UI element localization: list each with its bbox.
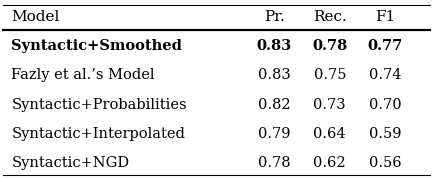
Text: Rec.: Rec. xyxy=(313,10,347,24)
Text: 0.59: 0.59 xyxy=(369,127,401,141)
Text: 0.83: 0.83 xyxy=(258,68,291,82)
Text: 0.74: 0.74 xyxy=(369,68,401,82)
Text: Fazly et al.’s Model: Fazly et al.’s Model xyxy=(11,68,155,82)
Text: 0.62: 0.62 xyxy=(313,156,346,170)
Text: 0.56: 0.56 xyxy=(369,156,402,170)
Text: Pr.: Pr. xyxy=(264,10,284,24)
Text: 0.70: 0.70 xyxy=(369,98,402,112)
Text: Syntactic+Probabilities: Syntactic+Probabilities xyxy=(11,98,187,112)
Text: Syntactic+NGD: Syntactic+NGD xyxy=(11,156,129,170)
Text: Syntactic+Interpolated: Syntactic+Interpolated xyxy=(11,127,185,141)
Text: 0.82: 0.82 xyxy=(258,98,291,112)
Text: 0.83: 0.83 xyxy=(257,39,292,53)
Text: 0.79: 0.79 xyxy=(258,127,291,141)
Text: 0.73: 0.73 xyxy=(313,98,346,112)
Text: 0.78: 0.78 xyxy=(258,156,291,170)
Text: 0.77: 0.77 xyxy=(368,39,403,53)
Text: Model: Model xyxy=(11,10,60,24)
Text: 0.64: 0.64 xyxy=(313,127,346,141)
Text: F1: F1 xyxy=(375,10,395,24)
Text: Syntactic+Smoothed: Syntactic+Smoothed xyxy=(11,39,182,53)
Text: 0.75: 0.75 xyxy=(313,68,346,82)
Text: 0.78: 0.78 xyxy=(312,39,347,53)
